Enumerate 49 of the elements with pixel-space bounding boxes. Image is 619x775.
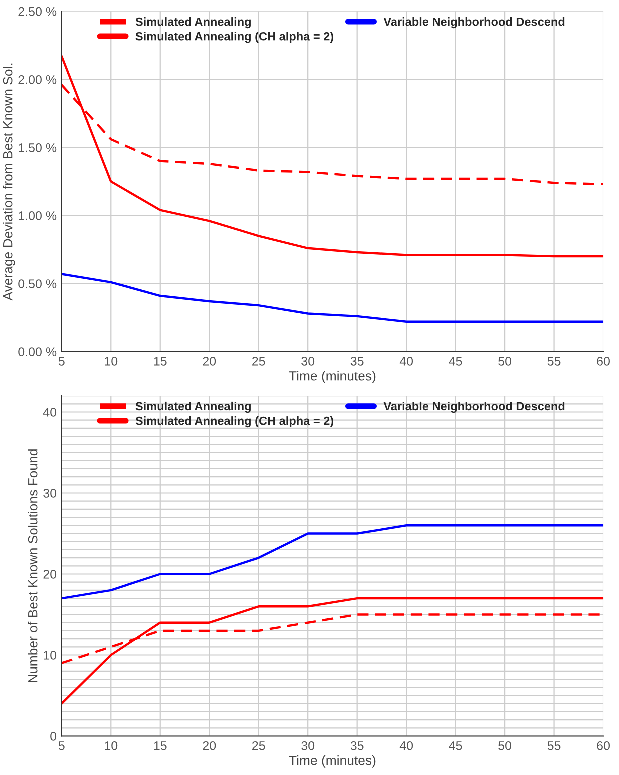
legend-label: Simulated Annealing — [136, 18, 251, 29]
y-tick-label: 1.00 % — [19, 212, 57, 220]
x-tick-label: 50 — [498, 741, 512, 750]
x-axis-title: Time (minutes) — [289, 371, 376, 384]
x-axis-title: Time (minutes) — [289, 756, 376, 768]
legend-label: Variable Neighborhood Descend — [384, 18, 565, 29]
y-tick-label: 30 — [44, 489, 57, 498]
x-tick-label: 5 — [58, 357, 65, 366]
x-tick-label: 25 — [252, 741, 266, 750]
x-tick-label: 20 — [203, 357, 216, 366]
y-tick-label: 10 — [44, 651, 57, 660]
line-series — [62, 597, 604, 705]
x-tick-label: 10 — [105, 357, 118, 366]
y-tick-label: 2.00 % — [18, 75, 57, 84]
x-tick-label: 40 — [400, 741, 414, 750]
x-tick-label: 60 — [597, 357, 610, 366]
line-series — [62, 273, 604, 323]
x-tick-label: 60 — [597, 741, 610, 750]
y-tick-label: 20 — [44, 570, 57, 579]
x-tick-label: 45 — [449, 357, 462, 366]
line-series — [62, 55, 604, 258]
x-tick-label: 40 — [400, 357, 414, 366]
x-tick-label: 30 — [302, 741, 315, 750]
y-tick-label: 40 — [43, 408, 57, 417]
x-tick-label: 30 — [302, 357, 315, 366]
x-tick-label: 5 — [58, 742, 65, 750]
y-axis-title: Number of Best Known Solutions Found — [28, 450, 38, 682]
x-tick-label: 10 — [105, 741, 118, 750]
x-tick-label: 50 — [498, 357, 512, 366]
x-tick-label: 35 — [350, 741, 364, 750]
y-tick-label: 0 — [50, 732, 57, 741]
x-tick-label: 35 — [350, 357, 364, 366]
x-tick-label: 55 — [548, 357, 561, 366]
legend-label: Variable Neighborhood Descend — [384, 402, 565, 414]
legend-label: Simulated Annealing — [136, 402, 251, 414]
y-axis-title: Average Deviation from Best Known Sol. — [3, 64, 16, 301]
legend-label: Simulated Annealing (CH alpha = 2) — [136, 32, 334, 44]
y-tick-label: 0.50 % — [18, 280, 57, 288]
y-tick-label: 1.50 % — [19, 144, 57, 152]
x-tick-label: 15 — [154, 742, 167, 750]
x-tick-label: 55 — [548, 742, 561, 750]
y-tick-label: 0.00 % — [18, 348, 57, 356]
x-tick-label: 25 — [252, 357, 266, 366]
x-tick-label: 20 — [203, 741, 216, 750]
line-series — [62, 524, 604, 600]
legend-label: Simulated Annealing (CH alpha = 2) — [136, 416, 334, 428]
x-tick-label: 15 — [154, 357, 167, 366]
x-tick-label: 45 — [449, 742, 462, 750]
y-tick-label: 2.50 % — [18, 7, 57, 16]
